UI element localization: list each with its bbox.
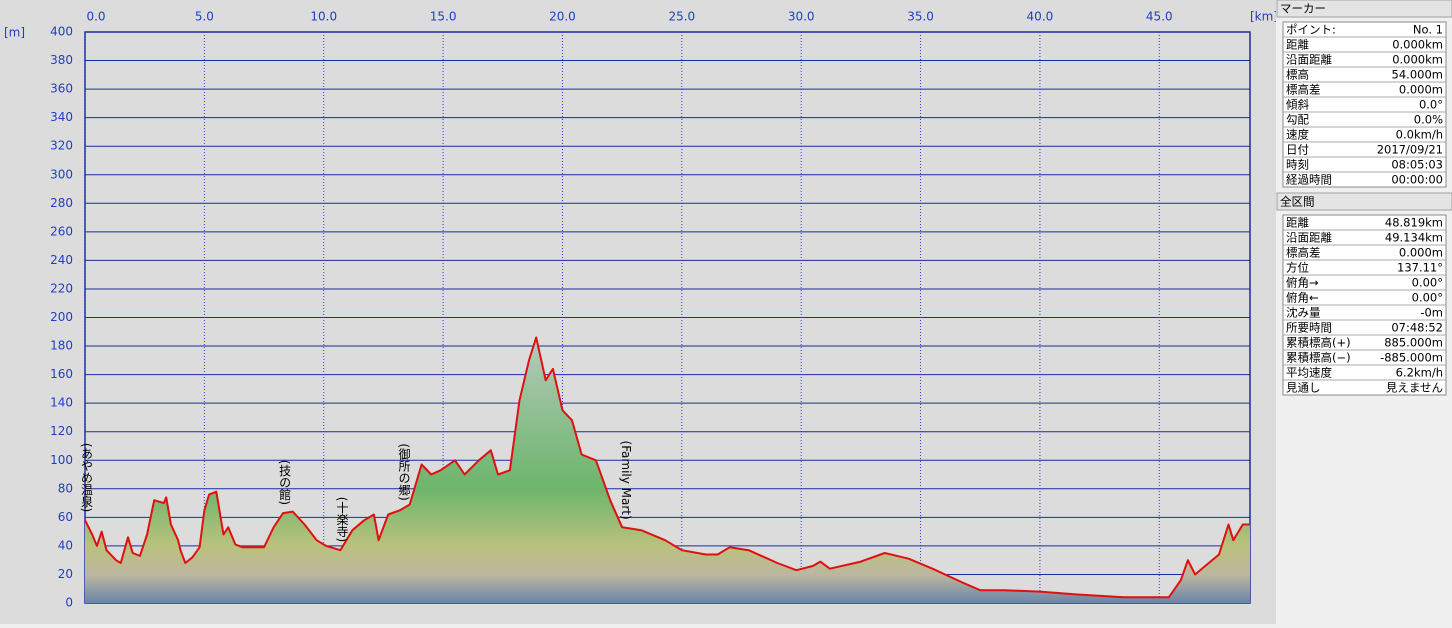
row-label: 経過時間 xyxy=(1286,173,1332,187)
y-tick-label: 140 xyxy=(50,396,73,410)
elevation-area xyxy=(85,337,1250,603)
row-value: 0.000m xyxy=(1399,246,1443,260)
row-value: 49.134km xyxy=(1385,231,1443,245)
row-label: 俯角→ xyxy=(1286,276,1319,290)
row-label: ポイント: xyxy=(1286,23,1336,37)
panel-header xyxy=(1276,0,1452,18)
annotation: (十楽寺) xyxy=(335,497,349,542)
row-label: 俯角← xyxy=(1286,291,1319,305)
row-label: 沈み量 xyxy=(1286,306,1321,320)
y-tick-label: 320 xyxy=(50,139,73,153)
row-value: 0.000km xyxy=(1392,38,1443,52)
row-value: 見えません xyxy=(1386,381,1443,395)
row-label: 標高差 xyxy=(1286,83,1321,97)
row-label: 所要時間 xyxy=(1286,321,1332,335)
y-tick-label: 160 xyxy=(50,367,73,381)
row-label: 距離 xyxy=(1286,38,1309,52)
x-tick-label: 20.0 xyxy=(549,10,576,24)
panel-header xyxy=(1276,192,1452,211)
row-value: No. 1 xyxy=(1413,23,1443,37)
y-tick-label: 180 xyxy=(50,339,73,353)
x-tick-label: 35.0 xyxy=(907,10,934,24)
x-tick-label: 15.0 xyxy=(430,10,457,24)
panel-title: マーカー xyxy=(1280,2,1326,16)
row-label: 時刻 xyxy=(1286,158,1309,172)
y-tick-label: 380 xyxy=(50,53,73,67)
y-tick-label: 100 xyxy=(50,453,73,467)
y-tick-label: 120 xyxy=(50,424,73,438)
y-tick-label: 340 xyxy=(50,110,73,124)
y-axis-unit: [m] xyxy=(4,26,25,40)
row-label: 沿面距離 xyxy=(1286,231,1332,245)
x-tick-label: 5.0 xyxy=(195,10,214,24)
row-value: 0.000km xyxy=(1392,53,1443,67)
annotation: (Family Mart) xyxy=(619,441,633,520)
y-tick-label: 360 xyxy=(50,82,73,96)
row-value: 0.0% xyxy=(1414,113,1443,127)
row-value: -885.000m xyxy=(1380,351,1443,365)
y-tick-label: 240 xyxy=(50,253,73,267)
x-tick-label: 40.0 xyxy=(1027,10,1054,24)
row-value: 54.000m xyxy=(1392,68,1443,82)
row-label: 沿面距離 xyxy=(1286,53,1332,67)
row-label: 方位 xyxy=(1286,261,1309,275)
y-tick-label: 0 xyxy=(65,596,73,610)
y-tick-label: 220 xyxy=(50,281,73,295)
row-label: 累積標高(−) xyxy=(1286,351,1351,365)
x-tick-label: 45.0 xyxy=(1146,10,1173,24)
row-label: 標高 xyxy=(1286,68,1309,82)
y-tick-label: 260 xyxy=(50,224,73,238)
x-tick-label: 30.0 xyxy=(788,10,815,24)
row-value: 08:05:03 xyxy=(1391,158,1443,172)
annotation: (あやめ温泉) xyxy=(80,443,94,512)
x-tick-label: 25.0 xyxy=(668,10,695,24)
row-label: 傾斜 xyxy=(1286,98,1309,112)
row-label: 見通し xyxy=(1286,381,1321,395)
row-label: 累積標高(+) xyxy=(1286,336,1351,350)
y-tick-label: 300 xyxy=(50,167,73,181)
y-tick-label: 400 xyxy=(50,25,73,39)
y-tick-label: 60 xyxy=(58,510,73,524)
row-value: 885.000m xyxy=(1384,336,1443,350)
row-value: 0.0km/h xyxy=(1396,128,1443,142)
row-label: 日付 xyxy=(1286,143,1309,157)
row-label: 勾配 xyxy=(1286,113,1309,127)
panel-table xyxy=(1282,21,1447,188)
row-value: 2017/09/21 xyxy=(1377,143,1443,157)
profile: (あやめ温泉) (技の館) (十楽寺) (御所の郷) (Family Mart) xyxy=(80,336,1250,603)
row-value: 0.000m xyxy=(1399,83,1443,97)
elevation-line xyxy=(84,336,1250,599)
row-value: -0m xyxy=(1420,306,1443,320)
y-tick-label: 20 xyxy=(58,567,73,581)
annotation: (御所の郷) xyxy=(397,443,411,500)
row-value: 6.2km/h xyxy=(1396,366,1443,380)
row-value: 0.0° xyxy=(1419,98,1443,112)
row-value: 137.11° xyxy=(1397,261,1443,275)
annotation: (技の館) xyxy=(278,460,292,505)
row-label: 速度 xyxy=(1286,128,1309,142)
x-axis-unit: [km] xyxy=(1250,10,1278,24)
row-value: 00:00:00 xyxy=(1391,173,1443,187)
y-tick-label: 280 xyxy=(50,196,73,210)
panel-title: 全区間 xyxy=(1280,195,1315,209)
row-value: 0.00° xyxy=(1412,291,1443,305)
row-label: 平均速度 xyxy=(1286,366,1332,380)
y-tick-label: 80 xyxy=(58,481,73,495)
row-value: 48.819km xyxy=(1385,216,1443,230)
row-label: 標高差 xyxy=(1286,246,1321,260)
x-tick-label: 0.0 xyxy=(86,10,105,24)
y-tick-label: 200 xyxy=(50,310,73,324)
row-value: 07:48:52 xyxy=(1391,321,1443,335)
y-tick-label: 40 xyxy=(58,538,73,552)
row-value: 0.00° xyxy=(1412,276,1443,290)
row-label: 距離 xyxy=(1286,216,1309,230)
x-tick-label: 10.0 xyxy=(310,10,337,24)
